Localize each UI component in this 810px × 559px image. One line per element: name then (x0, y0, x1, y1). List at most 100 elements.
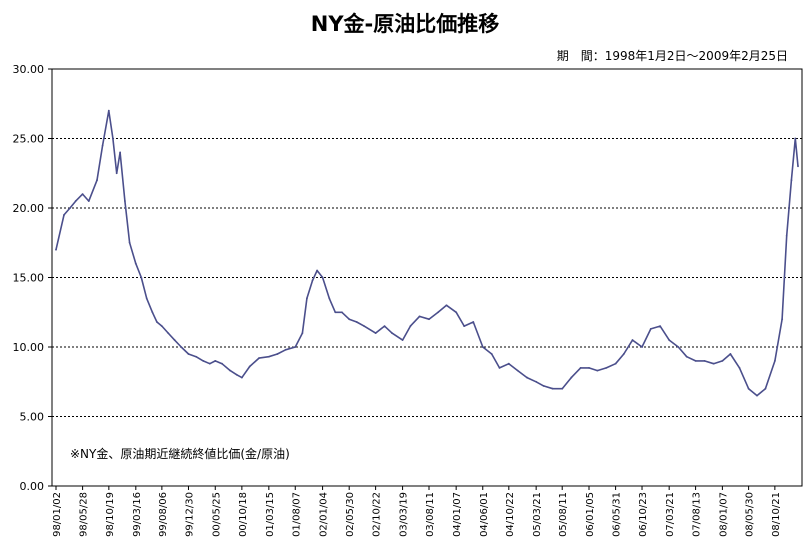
data-point (134, 262, 137, 265)
period-label: 期 間：1998年1月2日～2009年2月25日 (556, 49, 788, 63)
y-tick-label: 15.00 (13, 272, 45, 285)
data-point (321, 276, 324, 279)
chart-title: NY金-原油比価推移 (310, 12, 500, 36)
x-tick-label: 99/08/06 (158, 492, 169, 537)
data-point (561, 387, 564, 390)
data-point (614, 362, 617, 365)
data-point (221, 362, 223, 365)
x-tick-label: 07/03/21 (665, 492, 676, 537)
x-tick-label: 98/05/28 (79, 492, 90, 537)
data-point (747, 387, 750, 390)
data-point (214, 360, 217, 362)
data-point (55, 248, 57, 251)
data-point (649, 328, 652, 330)
data-point (306, 297, 308, 300)
x-tick-label: 08/01/07 (718, 492, 729, 537)
x-tick-label: 03/08/11 (425, 492, 436, 537)
data-point (311, 279, 314, 282)
y-tick-label: 10.00 (13, 341, 45, 354)
x-tick-label: 99/03/16 (132, 492, 143, 537)
x-tick-label: 01/03/15 (265, 492, 276, 537)
data-point (111, 137, 114, 140)
y-tick-label: 0.00 (20, 480, 45, 493)
data-point (151, 311, 154, 314)
data-point (498, 366, 501, 369)
data-point (391, 332, 393, 334)
data-point (794, 137, 797, 140)
plot-frame (51, 68, 803, 487)
data-point (703, 360, 706, 362)
data-point (316, 269, 319, 272)
data-point (516, 369, 519, 372)
data-point (668, 339, 671, 341)
x-tick-label: 00/10/18 (238, 492, 249, 537)
data-point (588, 366, 590, 369)
data-point (418, 315, 421, 318)
chart-note: ※NY金、原油期近継続終値比価(金/原油) (70, 446, 290, 461)
data-point (180, 346, 183, 348)
data-point (258, 357, 260, 360)
x-tick-label: 06/05/31 (612, 492, 623, 537)
y-tick-label: 30.00 (13, 63, 45, 76)
data-point (756, 394, 758, 397)
data-point (773, 360, 776, 362)
data-point (363, 325, 366, 328)
data-point (355, 321, 358, 323)
data-point (119, 151, 122, 154)
x-tick-label: 02/10/22 (372, 492, 383, 537)
data-point (764, 387, 767, 390)
data-point (107, 109, 110, 112)
data-point (596, 369, 599, 372)
data-point (738, 366, 741, 369)
x-tick-label: 00/05/25 (211, 492, 222, 537)
data-point (490, 353, 493, 355)
data-point (167, 332, 170, 334)
x-tick-label: 04/06/01 (479, 492, 490, 537)
data-point (685, 355, 688, 358)
data-point (383, 325, 386, 328)
y-tick-label: 20.00 (13, 202, 45, 215)
data-point (69, 207, 71, 209)
data-point (401, 339, 404, 341)
x-tick-label: 06/01/05 (585, 492, 596, 537)
data-point (284, 348, 287, 351)
data-point (631, 339, 634, 341)
x-tick-label: 99/12/30 (184, 492, 195, 537)
data-point (694, 360, 697, 362)
data-point (87, 200, 90, 202)
data-point (208, 362, 211, 365)
data-point (481, 346, 484, 348)
x-tick-label: 05/03/21 (532, 492, 543, 537)
data-point (542, 385, 545, 387)
data-point (202, 360, 205, 362)
data-point (235, 373, 238, 376)
x-tick-label: 03/03/19 (399, 492, 410, 537)
series-line (55, 109, 799, 397)
data-point (81, 193, 84, 196)
y-tick-label: 5.00 (20, 411, 45, 424)
x-tick-label: 07/08/13 (692, 492, 703, 537)
data-point (781, 318, 784, 321)
x-tick-label: 02/01/04 (319, 492, 330, 537)
x-tick-label: 01/08/07 (291, 492, 302, 537)
x-tick-label: 98/01/02 (52, 492, 63, 537)
data-point (641, 346, 643, 348)
data-point (294, 346, 297, 348)
x-tick-label: 98/10/19 (105, 492, 116, 537)
data-point (63, 214, 65, 216)
data-point (160, 325, 163, 328)
data-point (248, 365, 251, 368)
data-point (445, 304, 448, 307)
data-point (605, 366, 608, 369)
data-point (785, 234, 788, 237)
data-point (334, 311, 337, 314)
data-point (140, 276, 143, 279)
data-point (455, 311, 458, 314)
x-tick-label: 04/01/07 (452, 492, 463, 537)
data-point (96, 179, 98, 182)
data-point (428, 318, 430, 321)
x-tick-label: 05/08/11 (558, 492, 569, 537)
data-point (348, 318, 351, 321)
data-point (570, 376, 573, 379)
